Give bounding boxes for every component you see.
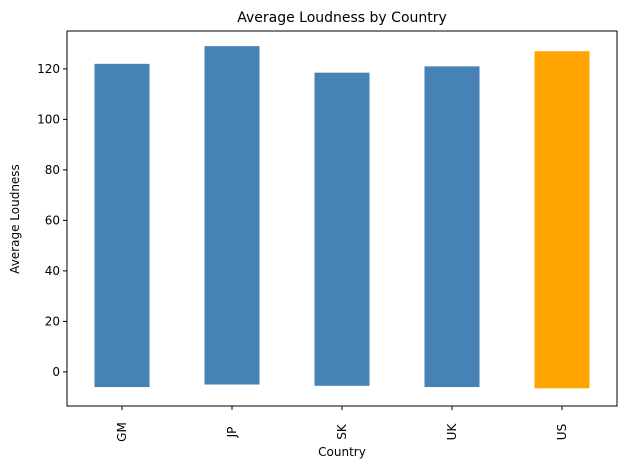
x-tick-label: UK bbox=[445, 423, 459, 441]
bar-us bbox=[534, 51, 590, 389]
x-tick-label: US bbox=[555, 424, 569, 440]
x-tick-label: JP bbox=[225, 427, 239, 439]
y-tick-label: 20 bbox=[45, 314, 60, 328]
x-tick-label: GM bbox=[115, 422, 129, 442]
bar-jp bbox=[204, 46, 260, 385]
y-tick-label: 120 bbox=[37, 62, 60, 76]
chart-title: Average Loudness by Country bbox=[237, 10, 447, 26]
y-tick-label: 80 bbox=[45, 163, 60, 177]
bars-group bbox=[94, 46, 590, 389]
bar-sk bbox=[314, 72, 370, 386]
bar-gm bbox=[94, 63, 150, 388]
bar-uk bbox=[424, 66, 480, 388]
x-axis-title: Country bbox=[318, 445, 366, 459]
y-tick-label: 60 bbox=[45, 213, 60, 227]
y-tick-label: 40 bbox=[45, 264, 60, 278]
y-tick-label: 0 bbox=[52, 365, 60, 379]
y-tick-label: 100 bbox=[37, 112, 60, 126]
y-axis: 0 20 40 60 80 100 120 bbox=[37, 62, 67, 379]
y-axis-title: Average Loudness bbox=[8, 164, 22, 274]
x-tick-label: SK bbox=[335, 423, 349, 440]
x-axis: GM JP SK UK US bbox=[115, 406, 569, 442]
